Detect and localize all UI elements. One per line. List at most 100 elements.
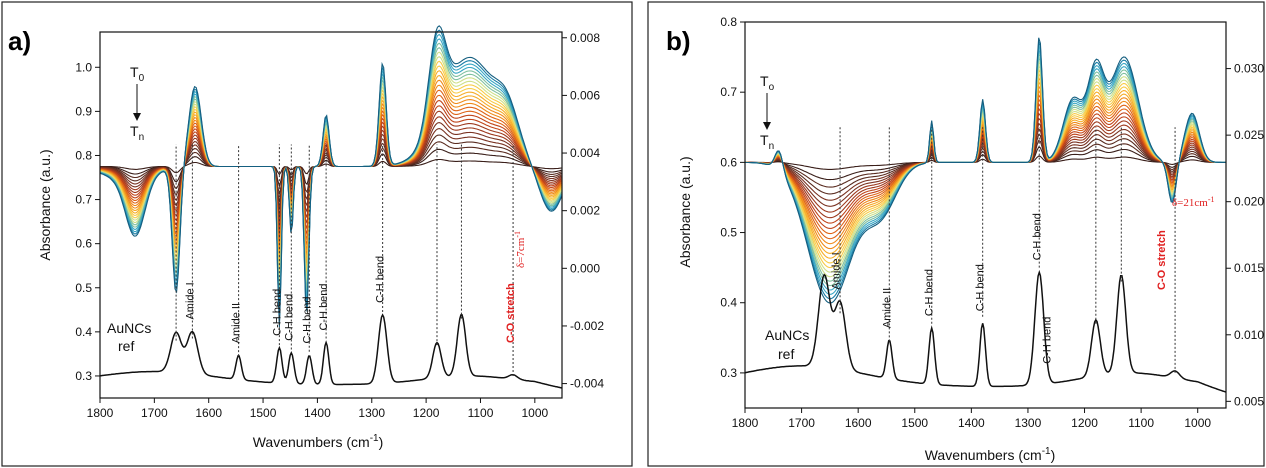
y-tick-label-right: 0.020: [1234, 195, 1264, 209]
x-tick-label: 1300: [358, 406, 385, 420]
x-tick-label: 1500: [250, 406, 277, 420]
band-label-1: Amide II: [881, 288, 893, 328]
panel-a-co-stretch-label: C-O stretch: [505, 283, 517, 343]
x-tick-label: 1000: [521, 406, 548, 420]
x-tick-label: 1400: [958, 416, 985, 430]
panel-a-reference-spectrum: [99, 313, 563, 389]
reference-spectrum-line: [744, 269, 1227, 393]
y-tick-label-left: 0.3: [75, 369, 92, 383]
band-label-2: C-H bend: [924, 269, 936, 316]
panel-b-tn-label: Tn: [760, 132, 774, 152]
y-tick-label-right: 0.004: [570, 146, 600, 160]
band-label-0: Amide I: [830, 252, 842, 289]
spectrum-line-2: [745, 139, 1226, 188]
panel-a-frame: [1, 1, 633, 467]
panel-a-spectra: [99, 25, 562, 328]
panel-a-t-arrow-head: [133, 113, 141, 121]
band-label-2: C-H bend: [271, 289, 283, 336]
panel-b-t-arrow-head: [763, 122, 771, 130]
y-tick-label-left: 0.5: [75, 281, 92, 295]
y-tick-label-right: -0.004: [570, 377, 604, 391]
panel-a-axes: 1800 1700 1600 1500 1400 1300 1200 1100 1000 0.3 0…: [75, 31, 604, 420]
y-tick-label-left: 0.7: [720, 85, 737, 99]
band-label-4: C-H bend: [1031, 213, 1043, 260]
y-tick-label-left: 0.5: [720, 226, 737, 240]
x-tick-label: 1200: [1071, 416, 1098, 430]
panel-a-ref-label-2: ref: [118, 338, 134, 354]
y-tick-label-right: 0.010: [1234, 328, 1264, 342]
x-tick-label: 1800: [732, 416, 759, 430]
band-label-0: Amide I: [184, 282, 196, 319]
panel-a-y-axis-label: Absorbance (a.u.): [37, 149, 53, 260]
band-label-4: C-H bend: [301, 296, 313, 343]
spectrum-line-25: [99, 25, 562, 328]
panel-b-x-axis-label: Wavenumbers (cm-1): [925, 446, 1056, 463]
y-tick-label-left: 0.8: [75, 148, 92, 162]
band-label-5: C-H bend: [1041, 317, 1053, 364]
spectrum-line-25: [744, 37, 1226, 304]
panel-a-t0-label: T0: [130, 64, 145, 84]
y-tick-label-left: 0.4: [75, 325, 92, 339]
x-tick-label: 1000: [1184, 416, 1211, 430]
x-tick-label: 1100: [468, 406, 494, 420]
y-tick-label-left: 1.0: [75, 60, 92, 74]
y-tick-label-left: 0.4: [720, 296, 737, 310]
spectrum-line-19: [744, 61, 1226, 278]
panel-a-x-axis-label: Wavenumbers (cm-1): [253, 433, 384, 450]
reference-spectrum-line: [99, 313, 563, 389]
y-tick-label-right: 0.002: [570, 204, 600, 218]
spectrum-line-23: [744, 45, 1226, 295]
panel-a: a) 1800 1700 1600 1500 1400 1300 1200 1100 1000 0…: [1, 1, 633, 467]
panel-b-frame: [647, 1, 1265, 467]
y-tick-label-right: 0.005: [1234, 394, 1264, 408]
y-tick-label-right: 0.025: [1234, 128, 1264, 142]
spectrum-line-24: [744, 41, 1226, 300]
y-tick-label-left: 0.6: [75, 237, 92, 251]
x-tick-label: 1100: [1128, 416, 1154, 430]
spectrum-line-13: [745, 84, 1226, 250]
x-tick-label: 1700: [141, 406, 168, 420]
panel-b-ref-label-2: ref: [778, 346, 794, 362]
panel-a-band-guides: [175, 144, 514, 376]
panel-b-co-stretch-label: C-O stretch: [1156, 230, 1168, 290]
panel-a-ref-label: AuNCs: [107, 320, 151, 336]
panel-b-spectra: [744, 37, 1226, 304]
y-tick-label-left: 0.8: [720, 15, 737, 29]
y-tick-label-left: 0.6: [720, 155, 737, 169]
panel-a-tn-label: Tn: [130, 123, 144, 143]
band-label-6: C-H bend: [375, 256, 387, 303]
y-tick-label-right: 0.015: [1234, 261, 1264, 275]
panel-b-delta-label: δ=21cm-1: [1172, 195, 1215, 209]
spectrum-line-0: [100, 158, 562, 176]
x-tick-label: 1600: [845, 416, 872, 430]
spectrum-line-0: [745, 155, 1226, 170]
plot-area-border: [99, 31, 563, 399]
panel-b-ref-label: AuNCs: [765, 327, 809, 343]
y-tick-label-right: -0.002: [570, 319, 604, 333]
x-tick-label: 1300: [1015, 416, 1042, 430]
panel-a-label: a): [8, 26, 31, 56]
spectrum-line-1: [745, 146, 1226, 181]
y-tick-label-right: 0.006: [570, 88, 600, 102]
panel-b-y-axis-label: Absorbance (a.u.): [677, 156, 693, 267]
band-label-3: C-H bend: [975, 264, 987, 311]
panel-b-reference-spectrum: [744, 269, 1227, 393]
x-tick-label: 1600: [195, 406, 222, 420]
x-tick-label: 1400: [304, 406, 331, 420]
panel-a-delta-label: δ=7cm-1: [513, 231, 527, 268]
x-tick-label: 1700: [788, 416, 815, 430]
y-tick-label-right: 0.008: [570, 31, 600, 45]
y-tick-label-right: 0.030: [1234, 62, 1264, 76]
x-tick-label: 1800: [87, 406, 114, 420]
y-tick-label-left: 0.9: [75, 104, 92, 118]
panel-b-band-guides: [839, 127, 1176, 373]
panel-b-t0-label: To: [760, 73, 775, 93]
panel-b-label: b): [666, 26, 691, 56]
y-tick-label-left: 0.7: [75, 193, 92, 207]
y-tick-label-left: 0.3: [720, 366, 737, 380]
panel-b-band-labels: Amide I Amide II C-H bend C-H bend C-H bend C…: [830, 213, 1053, 364]
x-tick-label: 1200: [413, 406, 440, 420]
band-label-5: C-H bend: [318, 283, 330, 330]
